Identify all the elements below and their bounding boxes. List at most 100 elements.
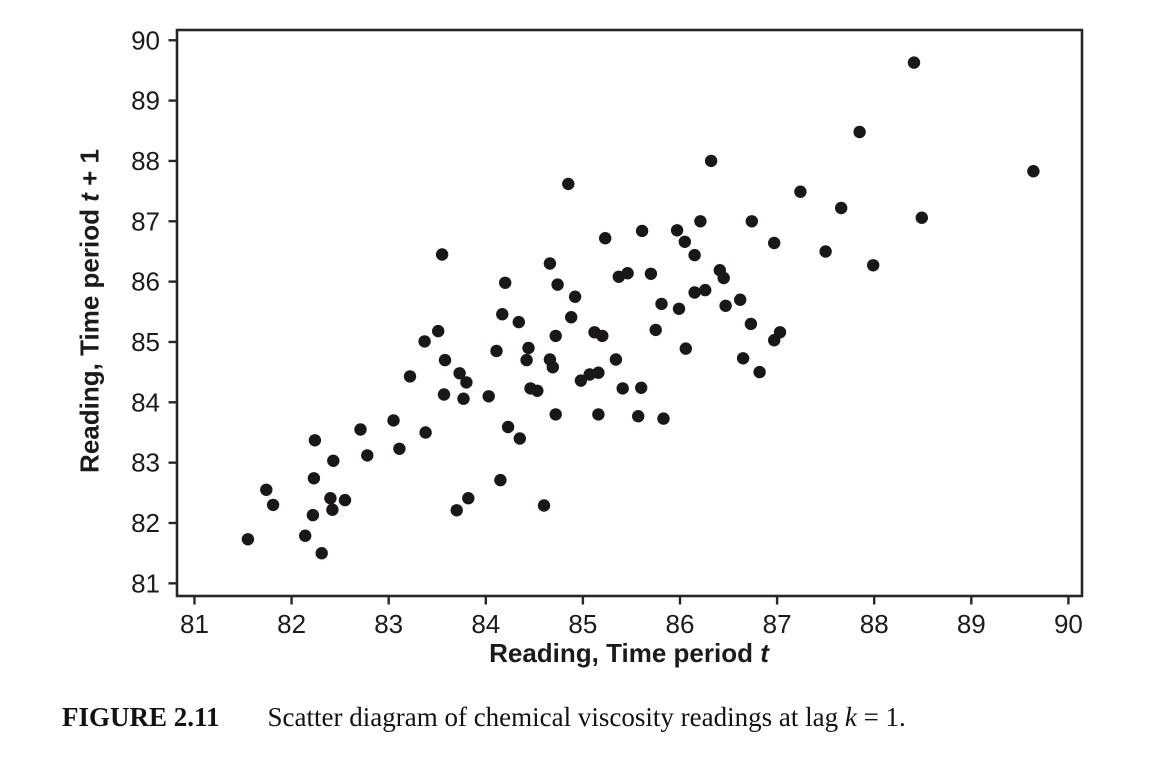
data-point xyxy=(744,317,758,331)
x-tick-label: 86 xyxy=(666,609,695,639)
data-point xyxy=(635,224,649,238)
data-point xyxy=(308,434,322,447)
y-tick-label: 87 xyxy=(131,206,160,236)
data-point xyxy=(1027,165,1040,178)
data-point xyxy=(688,248,701,262)
x-axis-label-text: Reading, Time period xyxy=(489,638,761,668)
data-point xyxy=(307,472,321,485)
plot-frame xyxy=(175,28,1084,598)
data-point xyxy=(592,366,605,379)
data-point xyxy=(562,177,575,191)
data-point xyxy=(794,185,807,198)
data-point xyxy=(543,257,557,270)
x-tick-label: 84 xyxy=(471,609,500,639)
data-point xyxy=(635,381,648,394)
data-point xyxy=(537,499,551,512)
data-point xyxy=(609,353,623,366)
data-point xyxy=(512,315,525,329)
data-point xyxy=(753,365,766,379)
data-point xyxy=(437,388,451,401)
data-point xyxy=(672,302,686,315)
data-point xyxy=(655,297,668,311)
data-point xyxy=(853,125,866,139)
data-point xyxy=(592,408,605,421)
data-point xyxy=(393,442,406,455)
data-point xyxy=(513,432,526,445)
data-point xyxy=(496,308,509,321)
data-point xyxy=(736,352,750,365)
caption-figure-number: FIGURE 2.11 xyxy=(62,702,220,732)
data-point xyxy=(494,473,507,487)
figure-caption: FIGURE 2.11 Scatter diagram of chemical v… xyxy=(62,702,906,733)
data-point xyxy=(438,353,452,367)
data-point xyxy=(520,353,533,367)
data-point xyxy=(574,374,588,387)
data-point xyxy=(819,245,832,258)
x-tick-label: 90 xyxy=(1054,609,1083,639)
data-point xyxy=(678,235,691,248)
data-point xyxy=(867,259,880,272)
y-axis-label-var: t xyxy=(74,193,105,202)
data-point xyxy=(657,412,670,425)
x-axis-label: Reading, Time period t xyxy=(489,638,769,669)
data-point xyxy=(551,278,564,291)
data-point xyxy=(719,299,732,312)
data-point xyxy=(699,283,712,297)
x-tick-label: 85 xyxy=(568,609,597,639)
data-point xyxy=(418,335,431,348)
data-point xyxy=(679,342,692,355)
data-point xyxy=(915,211,928,224)
data-point xyxy=(734,293,747,306)
data-point xyxy=(306,508,320,522)
data-point xyxy=(499,276,512,289)
data-point xyxy=(387,414,400,427)
data-point xyxy=(462,492,475,505)
caption-text: Scatter diagram of chemical viscosity re… xyxy=(267,702,845,732)
data-point xyxy=(419,426,432,439)
y-axis-label: Reading, Time period t + 1 xyxy=(75,149,106,473)
data-point xyxy=(501,420,515,434)
y-axis-label-suffix: + 1 xyxy=(74,149,105,194)
data-point xyxy=(266,498,280,512)
data-point xyxy=(907,56,921,69)
data-point xyxy=(649,323,662,337)
data-point xyxy=(835,201,848,215)
x-tick-label: 83 xyxy=(374,609,403,639)
y-tick-label: 88 xyxy=(131,146,160,176)
data-point xyxy=(632,410,645,423)
data-point xyxy=(546,361,559,374)
data-point xyxy=(241,533,255,546)
data-point xyxy=(432,324,445,338)
data-point xyxy=(327,454,340,467)
y-tick-label: 84 xyxy=(131,387,160,417)
data-point xyxy=(326,503,339,516)
y-tick-label: 82 xyxy=(131,508,160,538)
data-point xyxy=(688,286,701,299)
data-point xyxy=(482,390,495,403)
data-point xyxy=(549,408,562,421)
data-point xyxy=(616,382,629,395)
data-point xyxy=(717,271,730,285)
y-tick-label: 89 xyxy=(131,86,160,116)
data-point xyxy=(599,232,612,245)
data-point xyxy=(460,376,473,389)
data-point xyxy=(453,367,466,380)
data-point xyxy=(457,392,470,405)
caption-variable-k: k xyxy=(844,702,857,732)
data-point xyxy=(315,547,328,560)
data-point xyxy=(694,215,707,228)
data-point xyxy=(768,334,781,347)
x-tick-label: 81 xyxy=(180,609,209,639)
data-point xyxy=(549,329,562,343)
data-point xyxy=(260,483,273,496)
x-tick-label: 89 xyxy=(957,609,986,639)
x-tick-label: 82 xyxy=(277,609,306,639)
data-point xyxy=(522,341,535,355)
scatter-plot-svg: 81 82 83 84 85 86 87 88 89 90 81 82 83 84 85 86 87 88 89 90 xyxy=(131,25,1084,639)
data-point xyxy=(621,267,634,280)
y-tick-label: 90 xyxy=(131,25,160,55)
data-point xyxy=(644,267,658,280)
data-point xyxy=(324,492,337,505)
y-axis-label-text: Reading, Time period xyxy=(74,201,105,473)
data-point xyxy=(354,423,367,436)
